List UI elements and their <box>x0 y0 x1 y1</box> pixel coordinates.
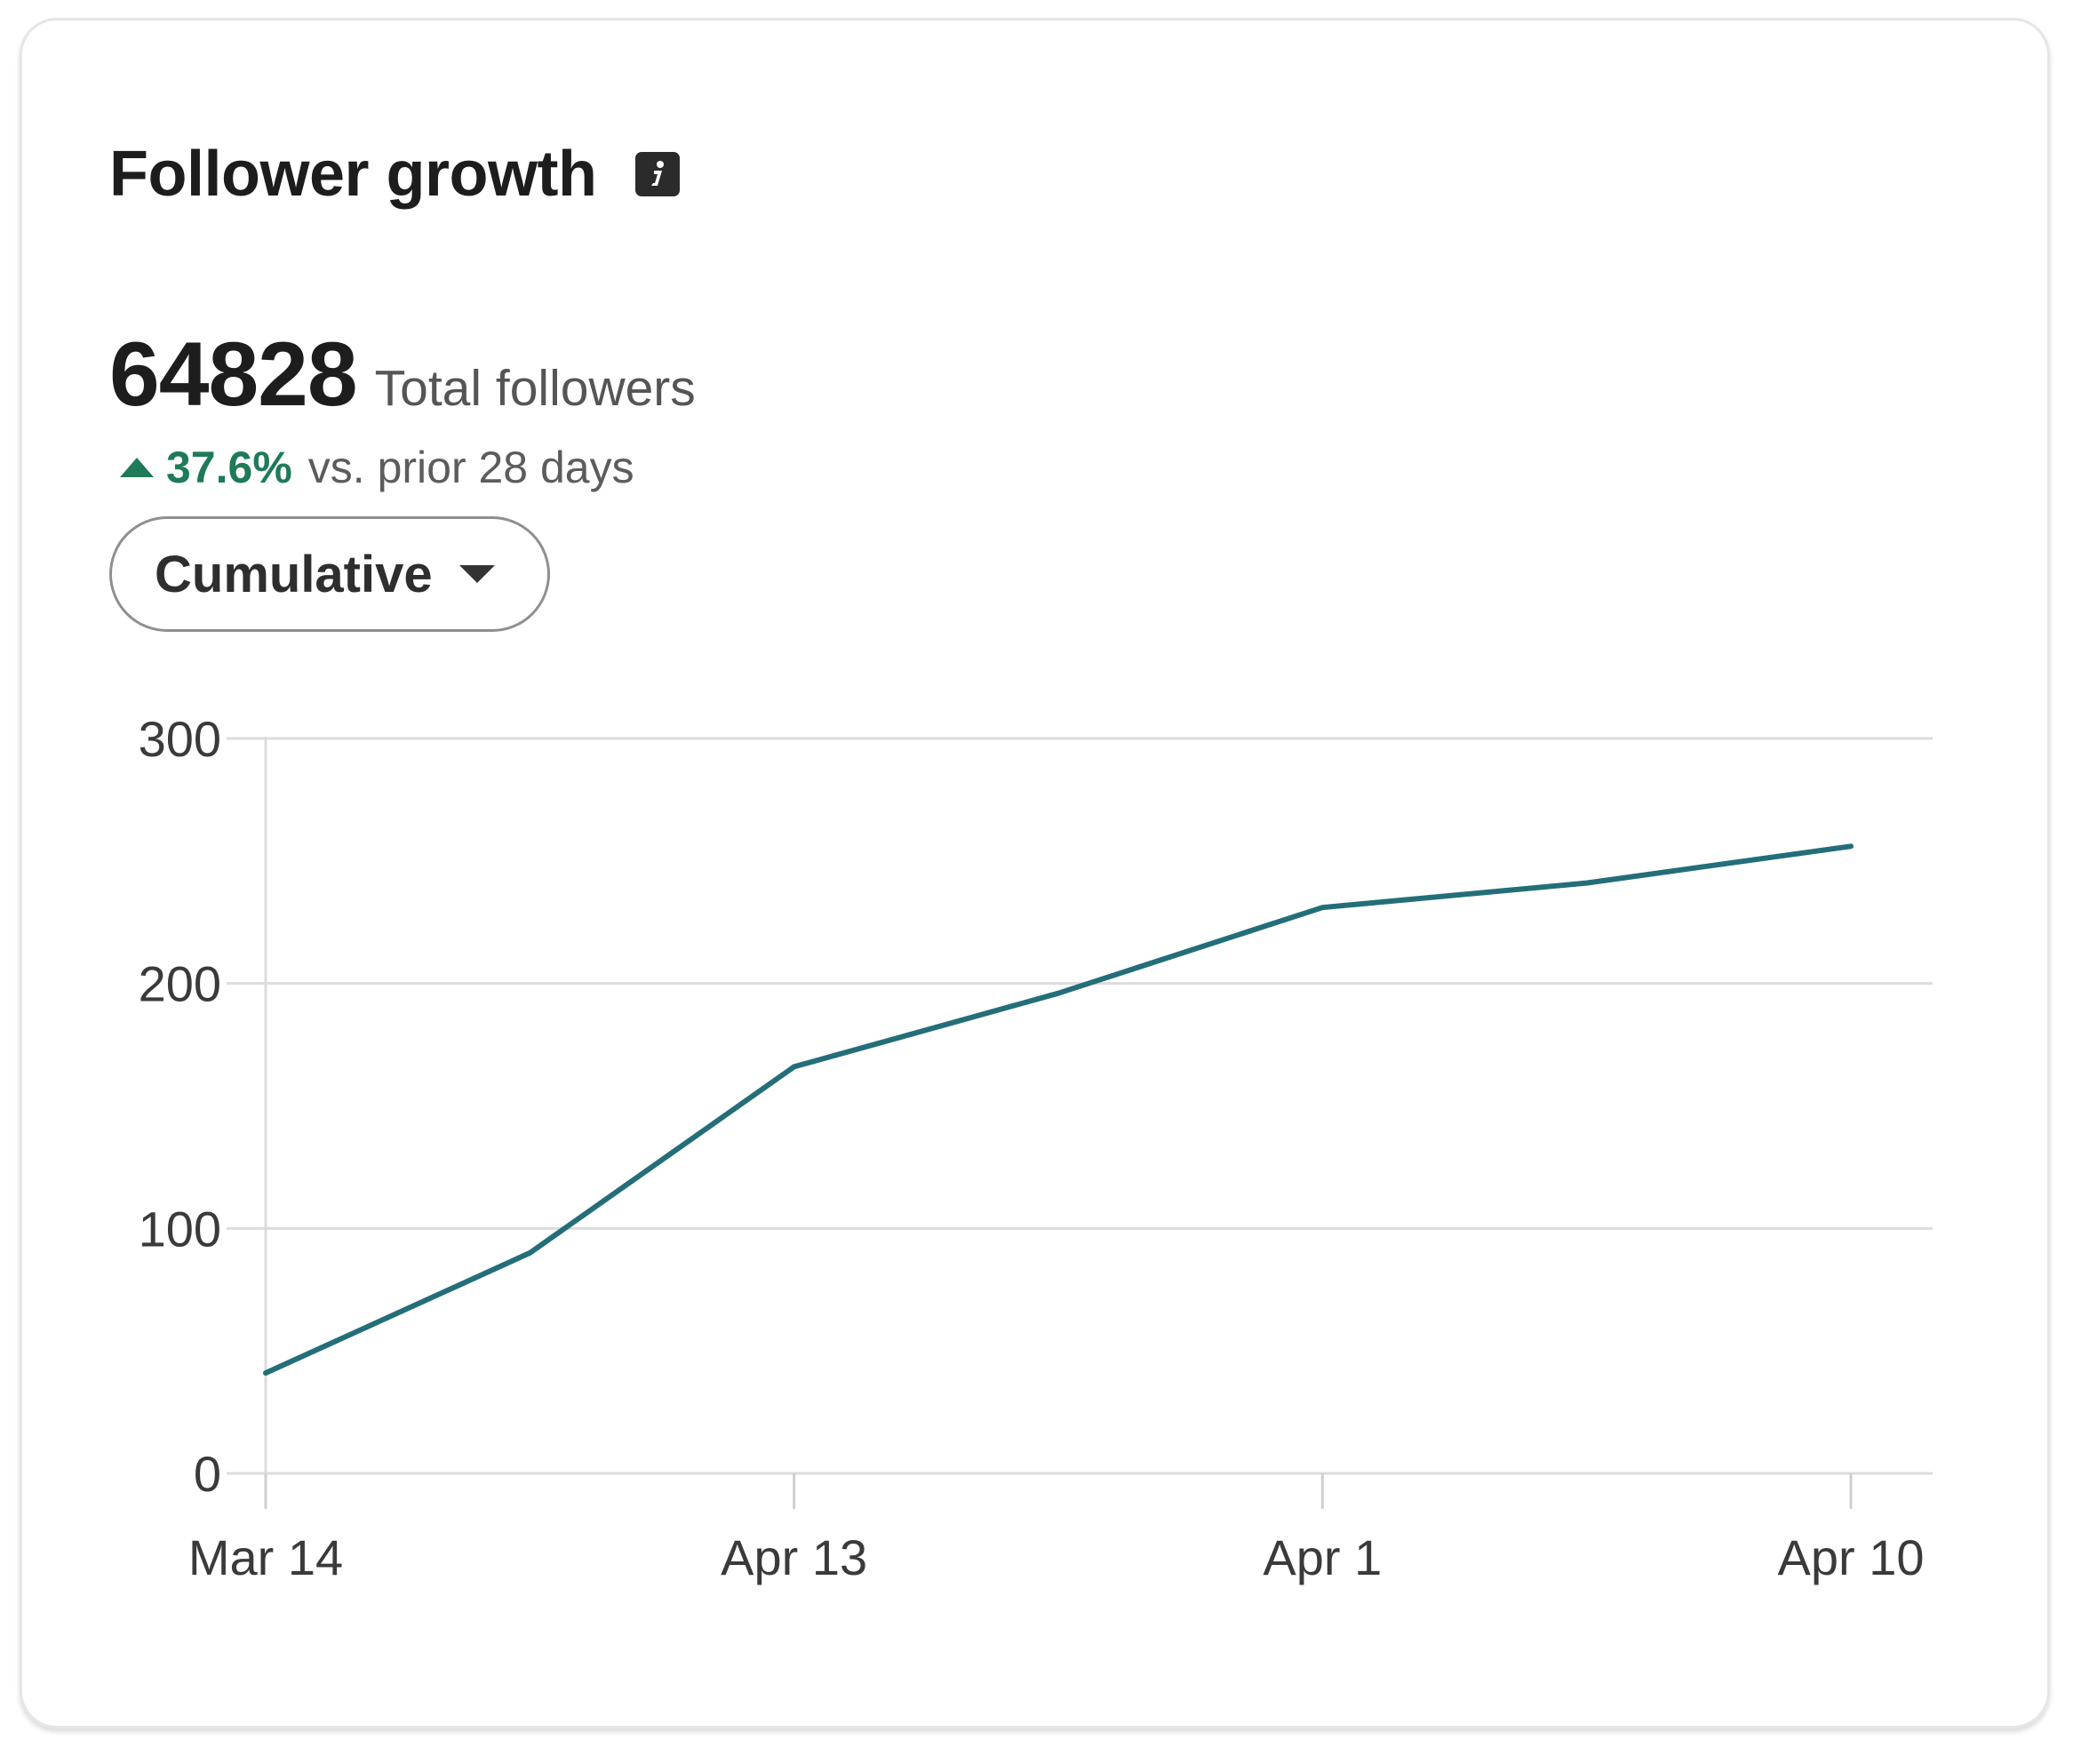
x-tick-label-3: Apr 10 <box>1778 1529 1925 1585</box>
x-tick-label-1: Apr 13 <box>721 1529 867 1585</box>
card-title: Follower growth <box>109 139 597 210</box>
chart-area: 0 100 200 300 Mar 14 Apr 13 Apr 1 Apr 10 <box>22 20 2053 1731</box>
info-icon[interactable] <box>635 152 681 196</box>
total-followers-label: Total followers <box>374 360 696 417</box>
y-tick-label-200: 200 <box>139 956 221 1012</box>
chevron-down-icon <box>458 565 495 583</box>
series-line-0 <box>263 843 1854 1376</box>
x-tick-label-0: Mar 14 <box>188 1529 343 1585</box>
dropdown-selected-label: Cumulative <box>155 545 433 603</box>
change-percentage: 37.6% <box>166 443 292 492</box>
change-indicator: 37.6% vs. prior 28 days <box>120 438 634 497</box>
total-followers: 64828 Total followers <box>109 323 696 427</box>
x-tick-label-2: Apr 1 <box>1263 1529 1382 1585</box>
y-tick-label-0: 0 <box>194 1446 221 1502</box>
y-tick-label-100: 100 <box>139 1201 221 1257</box>
info-glyph <box>651 161 665 186</box>
follower-growth-chart: 0 100 200 300 Mar 14 Apr 13 Apr 1 Apr 10 <box>139 711 1933 1585</box>
metric-dropdown[interactable]: Cumulative <box>109 516 550 632</box>
follower-growth-card: Follower growth 64828 Total followers 37… <box>20 18 2050 1728</box>
change-comparison-label: vs. prior 28 days <box>307 443 634 492</box>
total-followers-value: 64828 <box>109 323 358 425</box>
card-header: Follower growth <box>109 134 681 214</box>
y-tick-label-300: 300 <box>139 711 221 767</box>
trend-up-icon <box>120 458 154 477</box>
